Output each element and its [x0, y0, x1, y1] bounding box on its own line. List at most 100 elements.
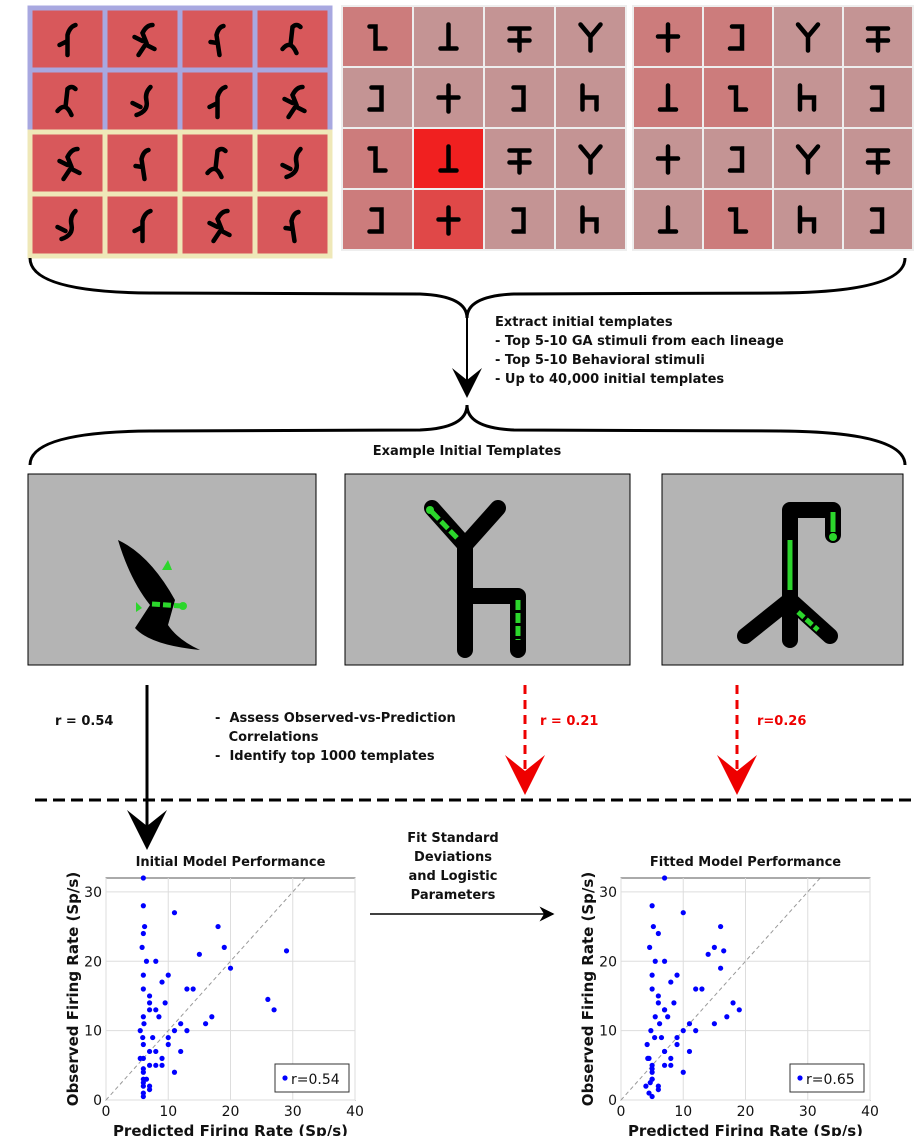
stimulus-cell: [843, 67, 913, 128]
point: [650, 986, 655, 991]
point: [674, 1042, 679, 1047]
extract-item: - Top 5-10 Behavioral stimuli: [495, 353, 705, 368]
x-tick-label: 30: [284, 1104, 302, 1120]
legend-label: r=0.65: [806, 1072, 855, 1088]
point: [652, 1035, 657, 1040]
chart-title: Fitted Model Performance: [650, 855, 841, 870]
point: [656, 1087, 661, 1092]
stimulus-cell: [843, 189, 913, 250]
x-tick-label: 40: [346, 1104, 364, 1120]
point: [656, 1000, 661, 1005]
fit-text: Parameters: [411, 888, 496, 903]
point: [147, 1049, 152, 1054]
point: [656, 993, 661, 998]
point: [674, 973, 679, 978]
point: [138, 1028, 143, 1033]
point: [662, 1063, 667, 1068]
brace: [30, 258, 905, 318]
point: [178, 1021, 183, 1026]
point: [142, 924, 147, 929]
point: [147, 1007, 152, 1012]
point: [141, 1021, 146, 1026]
stimulus-cell: [342, 67, 413, 128]
extract-item: - Up to 40,000 initial templates: [495, 372, 724, 387]
point: [159, 979, 164, 984]
point: [144, 959, 149, 964]
point: [159, 1063, 164, 1068]
point: [203, 1021, 208, 1026]
point: [687, 1021, 692, 1026]
point: [172, 1070, 177, 1075]
point: [668, 979, 673, 984]
point: [648, 1028, 653, 1033]
r-label: r=0.26: [757, 714, 806, 729]
point: [693, 986, 698, 991]
point: [674, 1035, 679, 1040]
point: [197, 952, 202, 957]
point: [147, 1000, 152, 1005]
point: [699, 986, 704, 991]
point: [209, 1014, 214, 1019]
legend-label: r=0.54: [291, 1072, 340, 1088]
point: [659, 1035, 664, 1040]
point: [141, 986, 146, 991]
point: [191, 986, 196, 991]
point: [653, 1014, 658, 1019]
assess-item: Correlations: [215, 730, 319, 745]
point: [681, 1028, 686, 1033]
extract-item: - Top 5-10 GA stimuli from each lineage: [495, 334, 784, 349]
point: [284, 948, 289, 953]
x-tick-label: 0: [617, 1104, 626, 1120]
point: [693, 1028, 698, 1033]
stimulus-cell: [484, 67, 555, 128]
example-title: Example Initial Templates: [373, 444, 562, 459]
x-tick-label: 10: [159, 1104, 177, 1120]
template-box: [345, 474, 630, 665]
y-tick-label: 0: [93, 1093, 102, 1109]
assess-item: - Identify top 1000 templates: [215, 749, 435, 764]
point: [141, 1042, 146, 1047]
point: [222, 945, 227, 950]
point: [141, 1014, 146, 1019]
point: [159, 1056, 164, 1061]
point: [665, 1014, 670, 1019]
y-axis-label: Observed Firing Rate (Sp/s): [64, 872, 82, 1106]
point: [657, 1021, 662, 1026]
fit-text: Fit Standard: [407, 831, 498, 846]
x-tick-label: 30: [799, 1104, 817, 1120]
point: [153, 1049, 158, 1054]
point: [147, 1087, 152, 1092]
fit-text: Deviations: [414, 850, 492, 865]
point: [147, 993, 152, 998]
stimulus-grids: [30, 6, 913, 256]
point: [662, 959, 667, 964]
point: [153, 959, 158, 964]
point: [141, 875, 146, 880]
point: [141, 1094, 146, 1099]
x-axis-label: Predicted Firing Rate (Sp/s): [628, 1122, 863, 1136]
y-tick-label: 10: [599, 1024, 617, 1040]
y-tick-label: 30: [84, 885, 102, 901]
point: [648, 1080, 653, 1085]
point: [265, 997, 270, 1002]
stimulus-cell: [30, 194, 105, 256]
point: [166, 1035, 171, 1040]
point: [141, 1080, 146, 1085]
x-tick-label: 20: [222, 1104, 240, 1120]
point: [228, 966, 233, 971]
point: [712, 1021, 717, 1026]
y-tick-label: 10: [84, 1024, 102, 1040]
point: [166, 1042, 171, 1047]
point: [138, 1056, 143, 1061]
stimulus-cell: [484, 189, 555, 250]
y-tick-label: 30: [599, 885, 617, 901]
point: [163, 1000, 168, 1005]
point: [730, 1000, 735, 1005]
y-tick-label: 20: [599, 954, 617, 970]
fit-text: and Logistic: [409, 869, 498, 884]
point: [647, 945, 652, 950]
r-label: r = 0.54: [55, 714, 113, 729]
point: [662, 1049, 667, 1054]
point: [271, 1007, 276, 1012]
y-axis-label: Observed Firing Rate (Sp/s): [579, 872, 597, 1106]
